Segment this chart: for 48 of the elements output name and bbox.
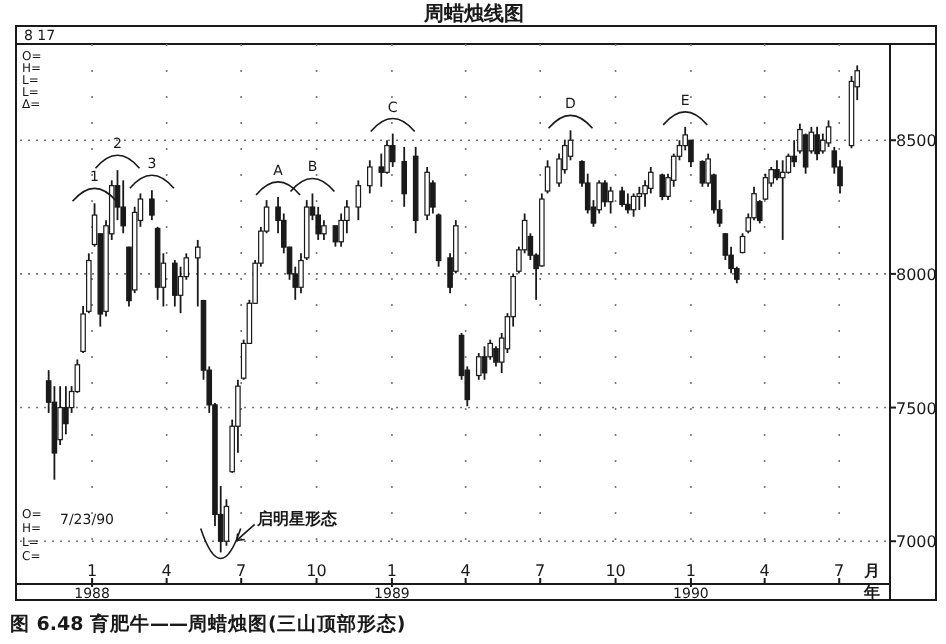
candlestick	[149, 189, 155, 222]
candlestick	[619, 185, 625, 208]
candlestick	[762, 172, 769, 202]
candlestick	[435, 212, 442, 268]
candlestick	[607, 185, 614, 215]
candlestick	[401, 146, 408, 208]
candlestick	[57, 385, 63, 446]
y-tick-label: 7000	[896, 533, 937, 552]
chart-title: 周蜡烛线图	[422, 2, 524, 26]
x-tick-label: 7	[535, 562, 546, 580]
candlestick	[825, 119, 832, 148]
x-tick-label: 4	[161, 562, 172, 580]
x-tick-label: 10	[306, 562, 327, 580]
candlestick	[63, 385, 69, 436]
candlestick	[424, 166, 430, 222]
candlestick	[779, 159, 786, 241]
x-tick-label: 10	[605, 562, 626, 580]
annotation: 启明星形态	[254, 508, 339, 529]
y-tick-label: 7500	[896, 399, 937, 418]
x-tick-label: 1	[386, 562, 398, 580]
candlestick	[602, 179, 608, 208]
x-tick-label: 4	[759, 562, 770, 580]
candlestick	[636, 185, 643, 211]
x2-axis-title: 年	[862, 584, 880, 602]
x-tick-label: 1	[685, 562, 697, 580]
x-tick-label: 7	[236, 562, 247, 580]
candlestick	[430, 179, 436, 215]
x-axis-title: 月	[862, 562, 880, 580]
x-tick-label: 7	[834, 562, 845, 580]
candlestick	[475, 352, 482, 381]
candlestick	[172, 259, 178, 308]
candlestick	[493, 345, 499, 368]
candlestick	[544, 159, 551, 195]
y-tick-label: 8500	[896, 132, 937, 151]
candlestick	[389, 132, 396, 168]
candlestick	[699, 159, 706, 188]
x-tick-label: 1	[87, 562, 98, 580]
candlestick	[659, 172, 666, 202]
candlestick	[378, 152, 385, 188]
caption: 图 6.48 育肥牛——周蜡烛图(三山顶部形态)	[10, 612, 406, 636]
candlestick	[355, 179, 362, 222]
candlestick	[802, 132, 809, 175]
x-tick-label: 4	[460, 562, 471, 580]
y-tick-label: 8000	[896, 265, 937, 284]
candlestick	[321, 219, 327, 241]
candlestick	[625, 192, 631, 215]
candlestick	[367, 159, 373, 195]
candlestick	[814, 125, 820, 162]
